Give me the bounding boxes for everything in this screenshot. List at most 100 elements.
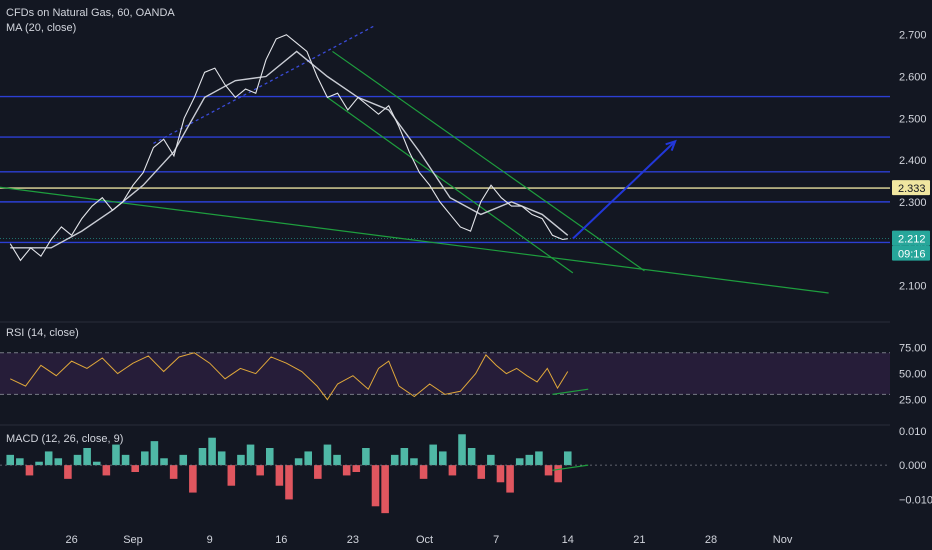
macd-axis-tick: −0.010 (899, 494, 932, 506)
macd-histogram-bar (439, 451, 447, 466)
price-tag: 2.333 (898, 183, 926, 195)
macd-histogram-bar (544, 465, 553, 476)
macd-histogram-bar (419, 465, 428, 479)
macd-histogram-bar (390, 454, 399, 466)
macd-divergence-line (552, 464, 589, 471)
price-line (9, 34, 568, 262)
macd-histogram-bar (179, 454, 188, 466)
price-axis-tick: 2.300 (899, 197, 927, 209)
macd-histogram-bar (25, 465, 34, 476)
macd-histogram-bar (487, 454, 495, 466)
macd-histogram-bar (227, 465, 236, 486)
time-axis-tick: 28 (705, 534, 717, 546)
time-axis-tick: Oct (416, 534, 433, 546)
macd-histogram-bar (400, 448, 409, 466)
macd-histogram-bar (563, 451, 572, 466)
macd-histogram-bar (294, 458, 303, 466)
channel-lower-line (327, 96, 574, 274)
rsi-band (0, 352, 890, 395)
rsi-axis-tick: 25.00 (899, 395, 927, 407)
chart-title: CFDs on Natural Gas, 60, OANDA (6, 7, 175, 19)
macd-histogram-bar (467, 448, 476, 466)
price-tag: 09:16 (898, 249, 926, 261)
price-axis-tick: 2.700 (899, 30, 927, 42)
macd-histogram-bar (410, 458, 418, 466)
rsi-axis-tick: 50.00 (899, 369, 927, 381)
rsi-legend: RSI (14, close) (6, 327, 79, 339)
macd-histogram-bar (237, 454, 245, 466)
macd-histogram-bar (102, 465, 111, 476)
macd-histogram-bar (198, 448, 207, 466)
macd-histogram-bar (6, 454, 15, 466)
macd-histogram-bar (477, 465, 486, 479)
projection-arrow-head (665, 139, 677, 151)
macd-histogram-bar (169, 465, 178, 479)
macd-histogram-bar (275, 465, 284, 486)
macd-histogram-bar (208, 437, 216, 466)
macd-histogram-bar (44, 451, 53, 466)
price-axis-tick: 2.500 (899, 113, 927, 125)
macd-histogram-bar (256, 465, 264, 476)
macd-histogram-bar (64, 465, 72, 479)
macd-histogram-bar (16, 458, 24, 466)
time-axis-tick: Nov (773, 534, 793, 546)
macd-histogram-bar (92, 461, 101, 466)
macd-histogram-bar (141, 451, 149, 466)
macd-histogram-bar (189, 465, 197, 493)
support-trend-line (0, 186, 829, 294)
macd-histogram-bar (429, 444, 437, 466)
macd-histogram-bar (448, 465, 457, 476)
macd-axis-tick: 0.010 (899, 426, 927, 438)
time-axis-tick: Sep (123, 534, 143, 546)
time-axis-tick: 7 (493, 534, 499, 546)
macd-histogram-bar (515, 458, 524, 466)
macd-histogram-bar (352, 465, 361, 472)
macd-histogram-bar (246, 444, 255, 466)
macd-histogram-bar (458, 434, 466, 466)
macd-histogram-bar (83, 448, 91, 466)
ma-legend: MA (20, close) (6, 22, 77, 34)
rsi-axis-tick: 75.00 (899, 343, 927, 355)
price-tag-box (892, 245, 930, 261)
macd-histogram-bar (506, 465, 514, 493)
macd-histogram-bar (35, 461, 43, 466)
projection-arrow (572, 140, 676, 240)
macd-histogram-bar (73, 454, 82, 466)
channel-upper-line (332, 50, 645, 272)
price-axis-tick: 2.600 (899, 72, 927, 84)
macd-histogram-bar (121, 454, 130, 466)
time-axis-tick: 26 (65, 534, 77, 546)
macd-histogram-bar (54, 458, 63, 466)
price-tag: 2.212 (898, 234, 926, 246)
macd-histogram-bar (285, 465, 293, 500)
macd-histogram-bar (217, 451, 226, 466)
price-axis-tick: 2.100 (899, 280, 927, 292)
macd-histogram-bar (362, 448, 370, 466)
macd-histogram-bar (323, 444, 332, 466)
macd-histogram-bar (304, 451, 312, 466)
price-tag-box (892, 180, 930, 196)
macd-histogram-bar (535, 451, 543, 466)
time-axis-tick: 14 (562, 534, 574, 546)
macd-histogram-bar (342, 465, 351, 476)
macd-legend: MACD (12, 26, close, 9) (6, 433, 124, 445)
macd-histogram-bar (112, 444, 120, 466)
macd-histogram-bar (371, 465, 380, 507)
rsi-divergence-line (552, 388, 589, 395)
time-axis-tick: 9 (207, 534, 213, 546)
macd-histogram-bar (131, 465, 139, 472)
time-axis-tick: 23 (347, 534, 359, 546)
time-axis-tick: 16 (275, 534, 287, 546)
macd-histogram-bar (314, 465, 322, 479)
time-axis-tick: 21 (633, 534, 645, 546)
macd-histogram-bar (496, 465, 505, 483)
macd-histogram-bar (265, 448, 274, 466)
rsi-line (10, 352, 569, 401)
macd-histogram-bar (150, 441, 159, 466)
macd-histogram-bar (554, 465, 562, 483)
macd-histogram-bar (160, 458, 168, 466)
price-axis-tick: 2.400 (899, 155, 927, 167)
macd-axis-tick: 0.000 (899, 460, 927, 472)
